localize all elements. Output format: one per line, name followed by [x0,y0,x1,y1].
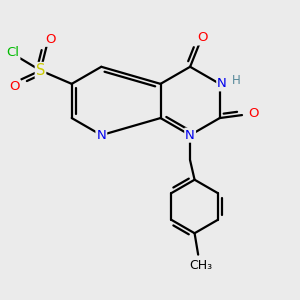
Text: CH₃: CH₃ [189,260,212,272]
Text: O: O [45,33,55,46]
Text: O: O [248,107,259,120]
Text: S: S [36,63,45,78]
Text: N: N [185,129,195,142]
Text: O: O [197,32,208,44]
Text: N: N [217,77,227,90]
Text: H: H [232,74,240,87]
Text: Cl: Cl [6,46,20,59]
Text: O: O [9,80,20,93]
Text: N: N [96,129,106,142]
